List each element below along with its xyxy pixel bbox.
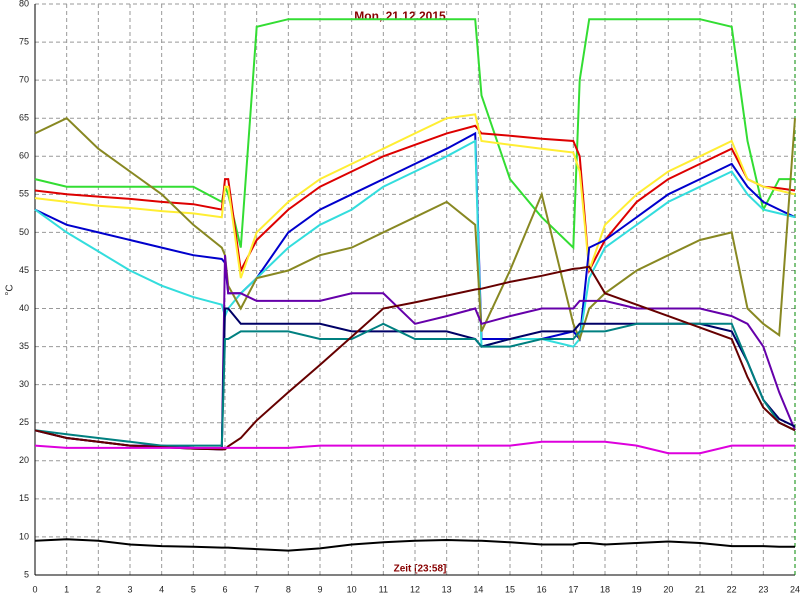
x-tick-label: 17 [568, 584, 578, 594]
x-tick-label: 21 [695, 584, 705, 594]
x-tick-label: 24 [790, 584, 800, 594]
x-tick-label: 16 [537, 584, 547, 594]
y-tick-label: 60 [19, 151, 29, 161]
x-tick-label: 18 [600, 584, 610, 594]
y-tick-label: 55 [19, 189, 29, 199]
y-tick-label: 25 [19, 417, 29, 427]
y-tick-label: 75 [19, 36, 29, 46]
series-line [34, 116, 796, 342]
y-tick-label: 80 [19, 0, 29, 8]
x-tick-label: 20 [663, 584, 673, 594]
series-line [34, 18, 795, 250]
x-axis-label: Zeit [23:58] [394, 564, 447, 575]
y-tick-label: 15 [19, 493, 29, 503]
x-tick-label: 2 [96, 584, 101, 594]
x-tick-label: 11 [379, 584, 388, 594]
x-tick-label: 1 [64, 584, 69, 594]
series-line [34, 538, 795, 552]
series-line [34, 113, 796, 279]
x-tick-label: 14 [473, 584, 483, 594]
chart-title: Mon, 21.12.2015 [354, 9, 446, 23]
x-tick-label: 10 [347, 584, 357, 594]
y-tick-label: 70 [19, 75, 29, 85]
y-tick-label: 10 [19, 531, 29, 541]
y-tick-label: 20 [19, 455, 29, 465]
x-tick-label: 3 [127, 584, 132, 594]
y-axis-label: °C [5, 284, 16, 295]
x-tick-label: 9 [317, 584, 322, 594]
x-tick-label: 0 [32, 584, 37, 594]
y-tick-label: 30 [19, 379, 29, 389]
series-line [34, 131, 796, 342]
x-tick-label: 7 [254, 584, 259, 594]
series-line [34, 124, 796, 275]
x-tick-label: 23 [758, 584, 768, 594]
x-tick-label: 12 [410, 584, 420, 594]
x-tick-label: 5 [191, 584, 196, 594]
series-line [34, 440, 795, 455]
x-tick-label: 22 [727, 584, 737, 594]
series-line [34, 139, 796, 348]
x-tick-label: 8 [286, 584, 291, 594]
x-tick-label: 19 [632, 584, 642, 594]
x-tick-label: 4 [159, 584, 164, 594]
y-tick-label: 65 [19, 113, 29, 123]
y-tick-label: 50 [19, 227, 29, 237]
y-tick-label: 45 [19, 265, 29, 275]
x-tick-label: 6 [222, 584, 227, 594]
y-tick-label: 40 [19, 303, 29, 313]
y-tick-label: 35 [19, 341, 29, 351]
y-tick-label: 5 [24, 569, 29, 579]
x-tick-label: 15 [505, 584, 515, 594]
x-tick-label: 13 [442, 584, 452, 594]
